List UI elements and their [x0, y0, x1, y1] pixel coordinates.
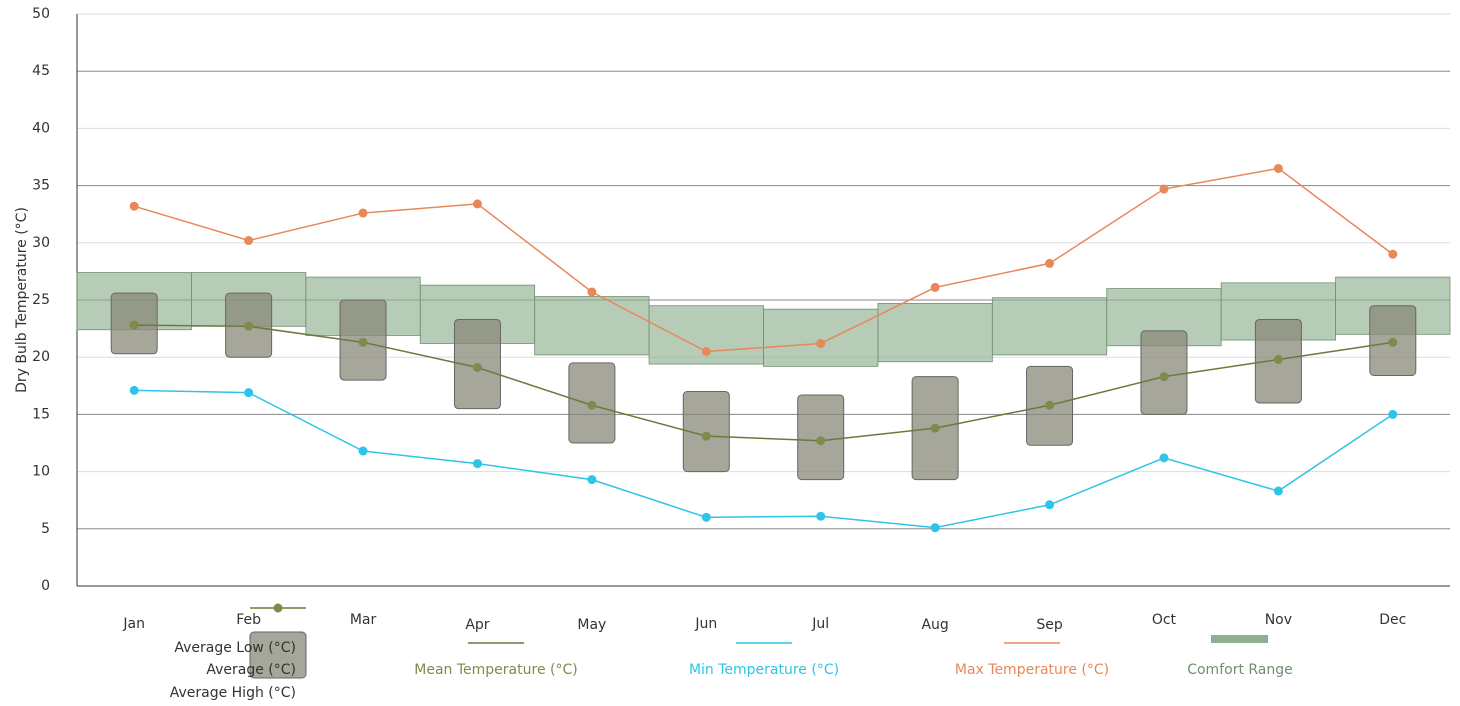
series-point: [931, 523, 940, 532]
series-point: [816, 339, 825, 348]
series-point: [1388, 410, 1397, 419]
series-point: [816, 436, 825, 445]
series-point: [702, 513, 711, 522]
comfort-band: [878, 303, 992, 361]
series-point: [931, 283, 940, 292]
chart: Dry Bulb Temperature (°C) 0 5 10 15 20 25 30 35…: [0, 0, 1460, 706]
series-point: [702, 432, 711, 441]
x-tick-label: Aug: [921, 617, 948, 633]
comfort-band: [992, 298, 1106, 355]
y-tick-label: 45: [32, 63, 50, 79]
series-point: [587, 401, 596, 410]
series-point: [1388, 338, 1397, 347]
legend-label: Average (°C): [206, 662, 296, 678]
comfort-band: [535, 297, 649, 355]
y-axis-label: Dry Bulb Temperature (°C): [14, 207, 30, 393]
legend-label: Mean Temperature (°C): [414, 662, 577, 678]
page: Dry Bulb Temperature (°C) 0 5 10 15 20 25 30 35…: [0, 0, 1460, 706]
series-point: [1159, 185, 1168, 194]
series-line: [134, 390, 1393, 527]
series-point: [1159, 372, 1168, 381]
series-point: [359, 338, 368, 347]
x-tick-label: Mar: [350, 612, 377, 628]
y-tick-label: 25: [32, 292, 50, 308]
x-tick-label: Jan: [122, 616, 145, 632]
x-tick-label: Feb: [236, 612, 261, 628]
y-tick-label: 10: [32, 464, 50, 480]
series-point: [1274, 355, 1283, 364]
series-point: [1274, 164, 1283, 173]
series-point: [816, 512, 825, 521]
y-tick-label: 5: [41, 521, 50, 537]
legend-label: Min Temperature (°C): [689, 662, 839, 678]
y-tick-label: 30: [32, 235, 50, 251]
series-point: [244, 322, 253, 331]
x-tick-label: Jun: [694, 616, 717, 632]
y-tick-label: 50: [32, 6, 50, 22]
legend-label: Comfort Range: [1187, 662, 1293, 678]
series-point: [1159, 453, 1168, 462]
legend-swatch: [1211, 635, 1268, 643]
legend-label: Average High (°C): [170, 685, 296, 701]
series-point: [587, 287, 596, 296]
series-point: [1045, 401, 1054, 410]
x-tick-label: Sep: [1036, 617, 1063, 633]
series-point: [702, 347, 711, 356]
y-tick-label: 15: [32, 406, 50, 422]
x-tick-label: Nov: [1265, 612, 1292, 628]
series-point: [359, 209, 368, 218]
comfort-band: [764, 309, 878, 366]
series-point: [473, 459, 482, 468]
legend-label: Max Temperature (°C): [955, 662, 1109, 678]
x-tick-label: Apr: [465, 617, 489, 633]
legend-label: Average Low (°C): [174, 640, 296, 656]
x-tick-label: Dec: [1379, 612, 1406, 628]
series-point: [473, 363, 482, 372]
x-tick-label: Oct: [1152, 612, 1177, 628]
series-point: [130, 202, 139, 211]
series-point: [130, 321, 139, 330]
series-point: [473, 199, 482, 208]
series-point: [1274, 487, 1283, 496]
x-tick-label: May: [577, 617, 606, 633]
y-tick-label: 20: [32, 349, 50, 365]
series-point: [244, 236, 253, 245]
series-point: [587, 475, 596, 484]
series-point: [931, 424, 940, 433]
series-point: [130, 386, 139, 395]
series-point: [359, 447, 368, 456]
series-point: [1388, 250, 1397, 259]
legend-swatch: [274, 604, 283, 613]
y-tick-label: 35: [32, 178, 50, 194]
series-point: [1045, 500, 1054, 509]
y-tick-label: 0: [41, 578, 50, 594]
y-tick-label: 40: [32, 120, 50, 136]
series-point: [244, 388, 253, 397]
x-tick-label: Jul: [811, 616, 829, 632]
series-point: [1045, 259, 1054, 268]
